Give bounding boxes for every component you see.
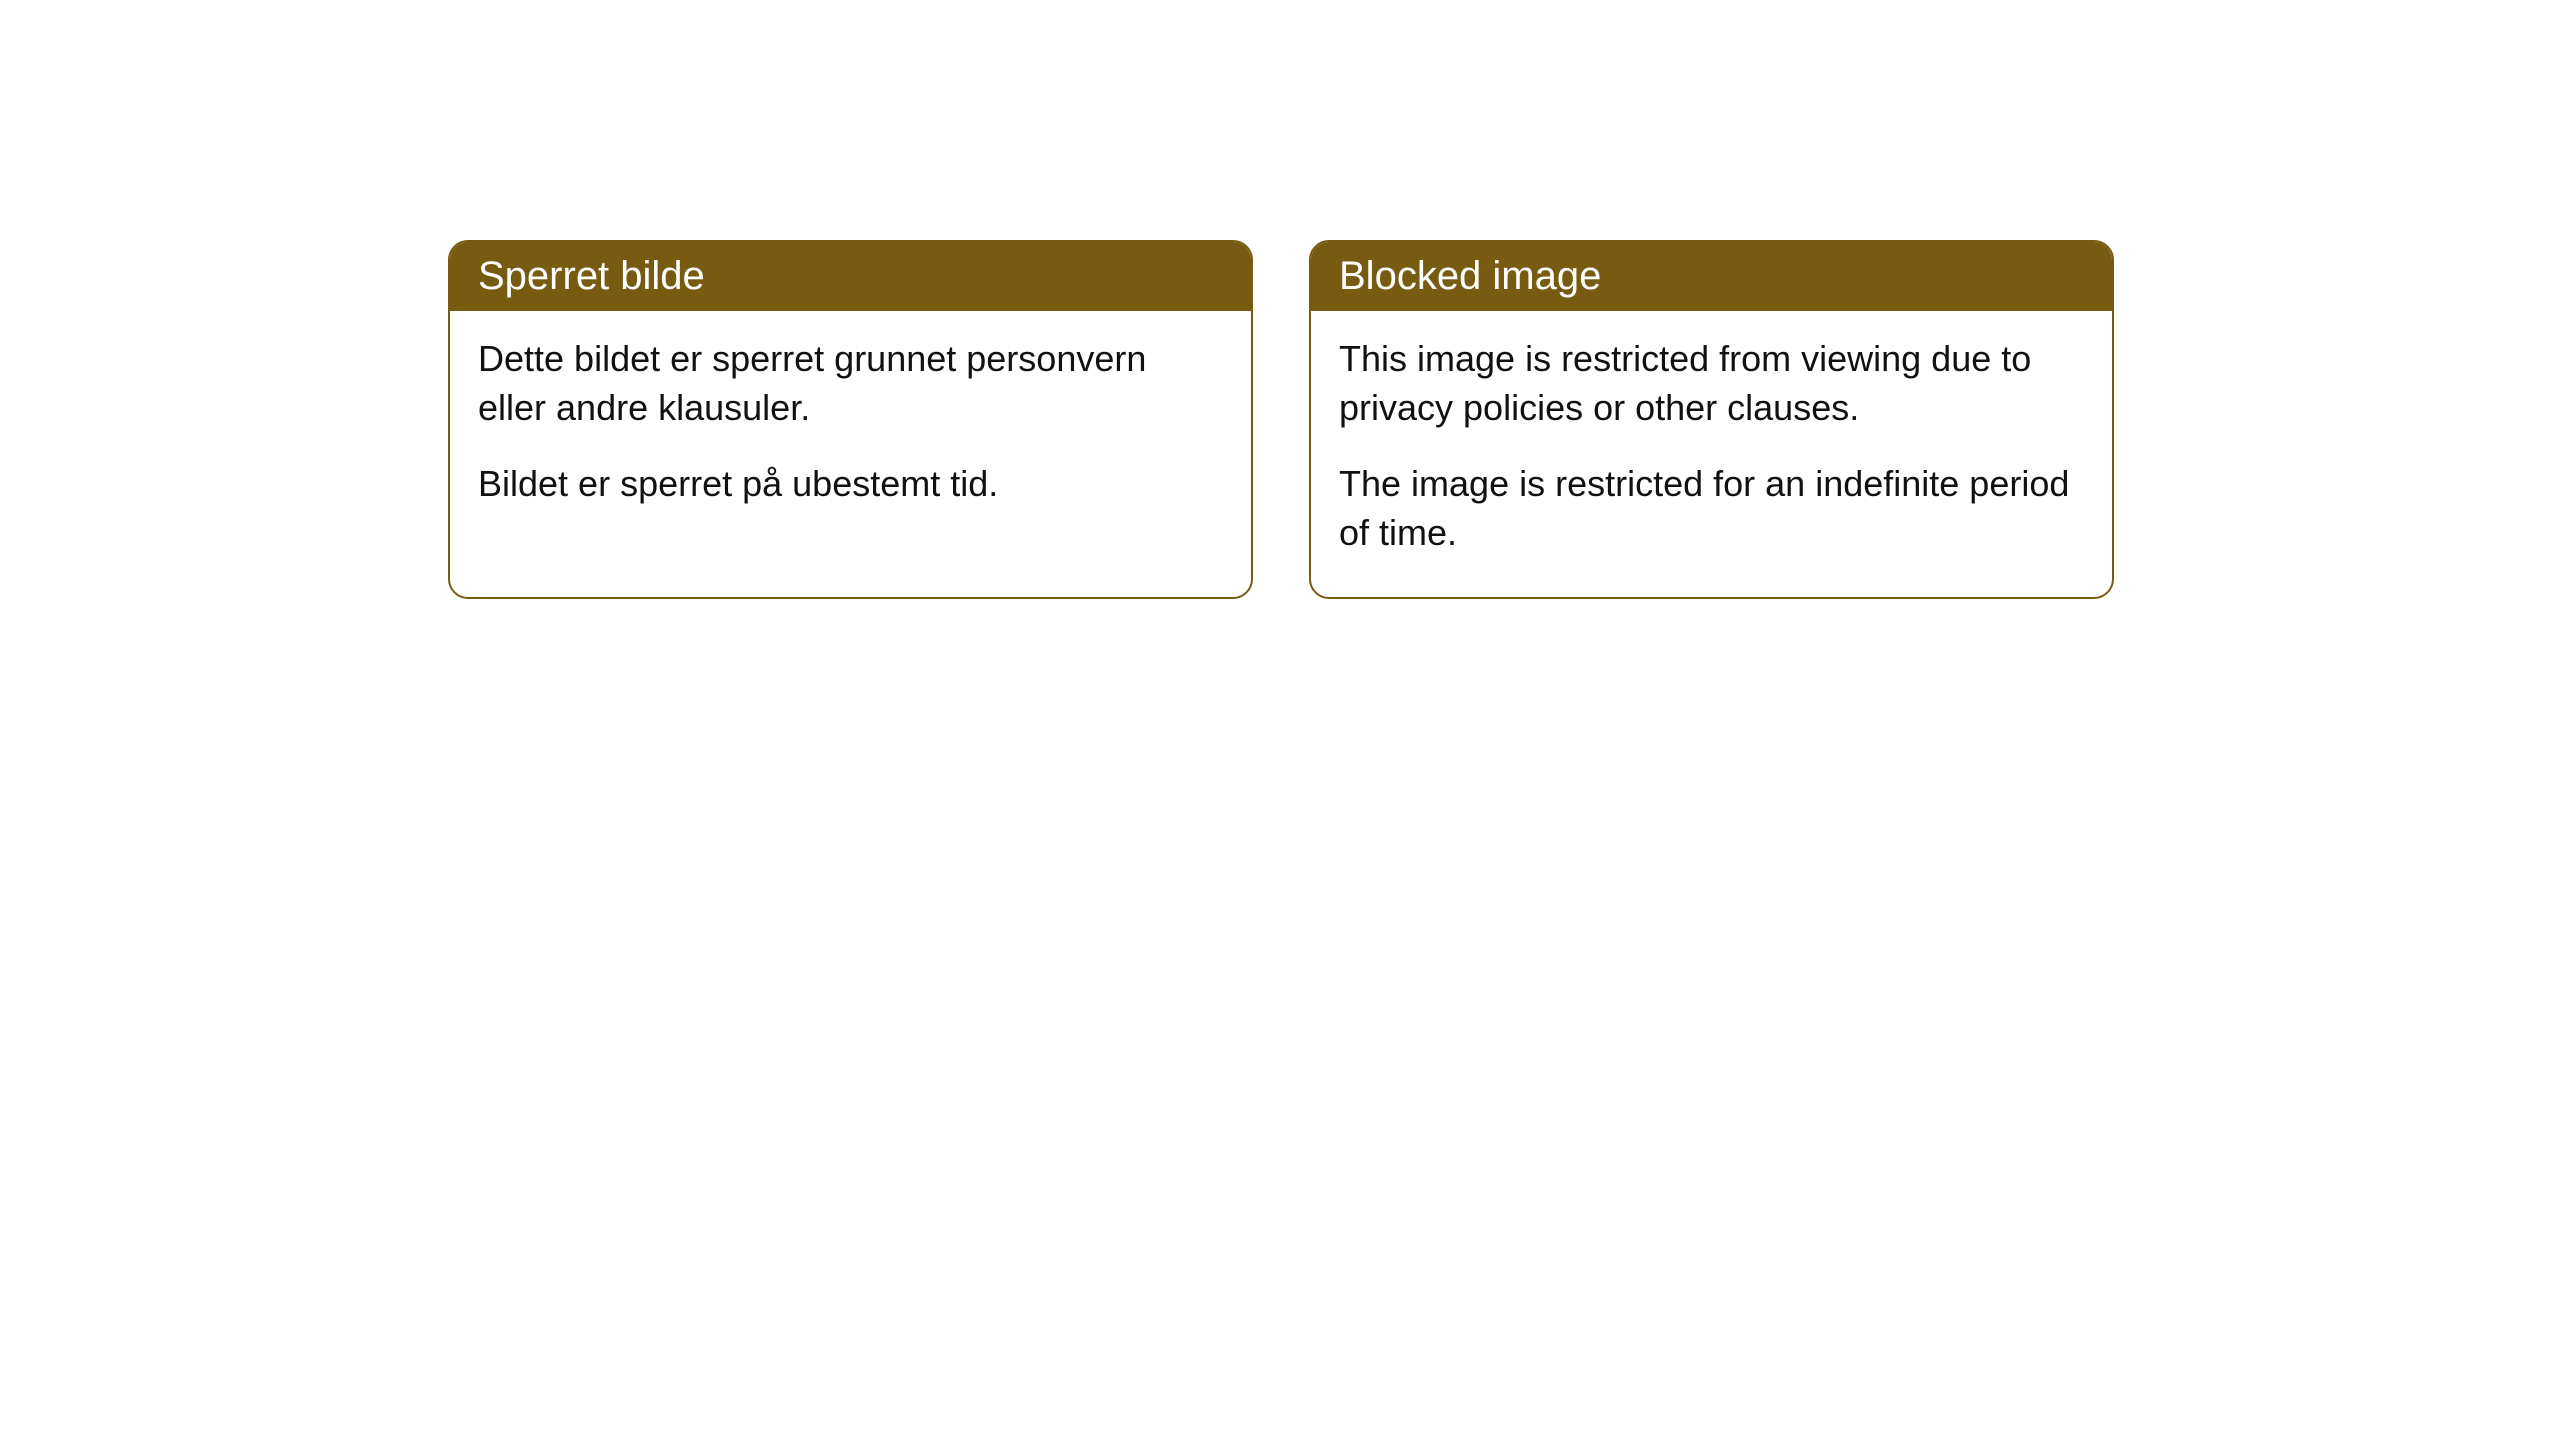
card-title-no: Sperret bilde [450, 242, 1251, 311]
card-paragraph-1-en: This image is restricted from viewing du… [1339, 335, 2084, 432]
card-body-no: Dette bildet er sperret grunnet personve… [450, 311, 1251, 549]
card-paragraph-1-no: Dette bildet er sperret grunnet personve… [478, 335, 1223, 432]
card-paragraph-2-en: The image is restricted for an indefinit… [1339, 460, 2084, 557]
card-english: Blocked image This image is restricted f… [1309, 240, 2114, 599]
card-body-en: This image is restricted from viewing du… [1311, 311, 2112, 597]
card-paragraph-2-no: Bildet er sperret på ubestemt tid. [478, 460, 1223, 509]
card-norwegian: Sperret bilde Dette bildet er sperret gr… [448, 240, 1253, 599]
card-title-en: Blocked image [1311, 242, 2112, 311]
cards-container: Sperret bilde Dette bildet er sperret gr… [448, 240, 2114, 599]
